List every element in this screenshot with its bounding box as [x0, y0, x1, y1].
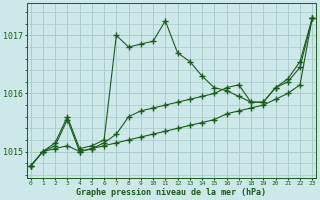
X-axis label: Graphe pression niveau de la mer (hPa): Graphe pression niveau de la mer (hPa)	[76, 188, 267, 197]
